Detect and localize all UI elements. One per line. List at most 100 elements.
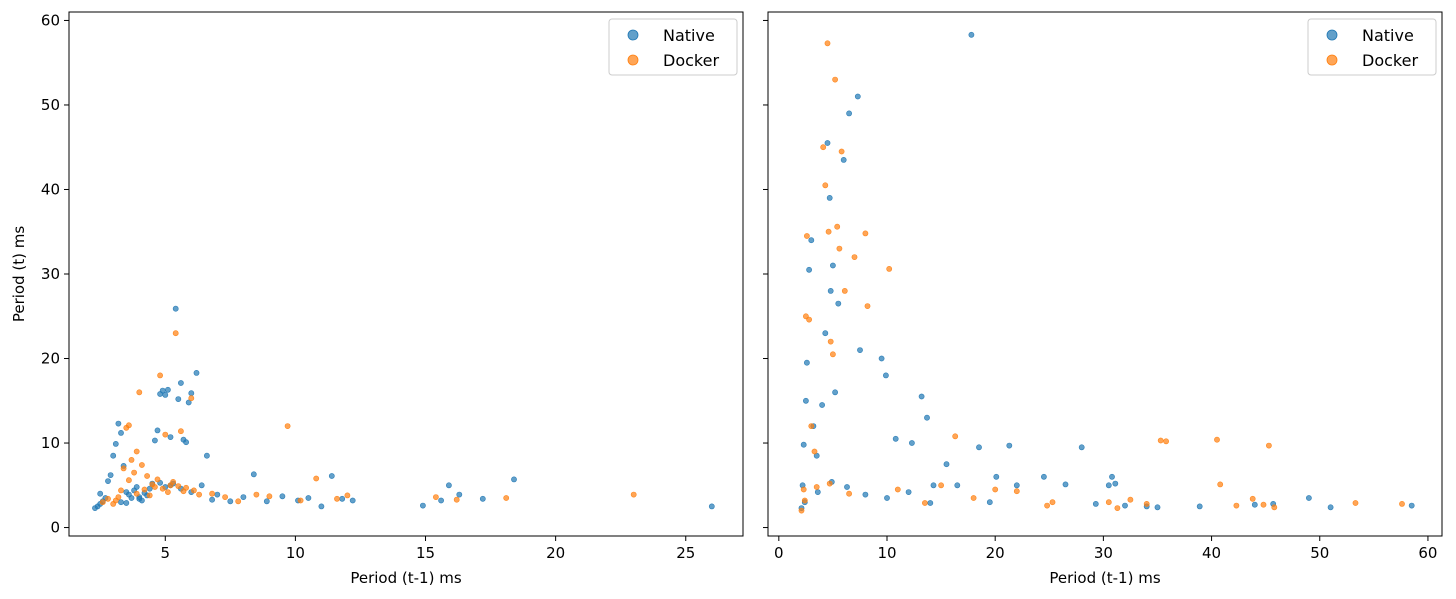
data-point — [203, 452, 210, 459]
data-point — [438, 497, 444, 504]
data-point — [1271, 504, 1278, 511]
data-point — [1062, 481, 1069, 488]
x-tick-label: 60 — [1418, 544, 1437, 562]
data-point — [954, 482, 961, 489]
subplot-2: 0 10 20 30 40 50 60 Period (t-1) ms Native Docker — [763, 11, 1443, 587]
data-point — [105, 478, 111, 484]
x-tick-label: 20 — [546, 544, 565, 562]
y-tick-label: 40 — [41, 180, 60, 198]
data-point — [344, 492, 351, 499]
legend: Native Docker — [608, 18, 738, 76]
data-point — [927, 500, 934, 506]
data-point — [822, 182, 829, 189]
data-point — [846, 110, 852, 117]
y-tick-label: 20 — [41, 350, 60, 368]
data-point — [133, 448, 140, 455]
data-point — [159, 485, 166, 492]
data-point — [432, 494, 439, 500]
data-point — [883, 372, 889, 379]
data-point — [154, 427, 161, 434]
data-point — [445, 482, 452, 489]
data-point — [209, 490, 215, 497]
data-point — [804, 359, 810, 366]
data-point — [305, 495, 312, 501]
data-point — [318, 503, 325, 510]
data-point — [835, 300, 842, 307]
data-point — [826, 194, 833, 201]
x-tick-label: 30 — [1094, 544, 1113, 562]
series-docker — [798, 40, 1405, 514]
data-point — [503, 495, 510, 501]
data-point — [263, 498, 270, 505]
data-point — [172, 330, 179, 337]
data-point — [905, 489, 912, 495]
data-point — [862, 491, 869, 498]
legend-label-native: Native — [1362, 26, 1414, 45]
data-point — [943, 461, 950, 468]
data-point — [708, 503, 715, 510]
points-layer — [92, 305, 715, 511]
data-point — [146, 492, 153, 499]
data-point — [250, 471, 257, 478]
data-point — [164, 386, 171, 393]
data-point — [133, 490, 140, 497]
data-point — [1006, 442, 1013, 449]
data-point — [1143, 500, 1150, 507]
data-point — [851, 254, 858, 260]
data-point — [808, 423, 815, 429]
data-point — [419, 502, 426, 509]
data-point — [841, 287, 848, 294]
data-point — [886, 265, 893, 272]
data-point — [157, 372, 163, 379]
data-point — [144, 473, 150, 479]
data-point — [832, 389, 838, 396]
x-tick-label: 10 — [286, 544, 305, 562]
data-point — [115, 420, 122, 427]
data-point — [188, 390, 195, 397]
data-point — [1078, 444, 1085, 451]
data-point — [164, 489, 171, 495]
data-point — [511, 476, 517, 483]
data-point — [1044, 502, 1050, 509]
data-point — [1251, 501, 1258, 508]
data-point — [99, 499, 106, 506]
data-point — [136, 389, 143, 396]
data-point — [800, 486, 807, 493]
x-axis-label: Period (t-1) ms — [1049, 569, 1160, 587]
data-point — [177, 380, 184, 386]
data-point — [154, 476, 161, 483]
y-axis-label: Period (t) ms — [10, 226, 28, 323]
data-point — [857, 347, 863, 353]
data-point — [1154, 504, 1161, 511]
legend-label-docker: Docker — [1362, 51, 1418, 70]
series-native — [798, 31, 1415, 511]
data-point — [112, 497, 119, 504]
data-point — [1105, 499, 1112, 506]
data-point — [131, 469, 137, 476]
data-point — [185, 399, 192, 406]
data-point — [1157, 437, 1164, 444]
x-tick-label: 40 — [1202, 544, 1221, 562]
data-point — [838, 148, 845, 155]
data-point — [844, 484, 850, 490]
data-point — [1092, 500, 1099, 507]
legend-marker-native — [1326, 29, 1338, 41]
data-point — [235, 498, 242, 505]
x-tick-label: 25 — [676, 544, 695, 562]
y-tick-label: 0 — [50, 519, 60, 537]
data-point — [118, 487, 124, 494]
y-tick-label: 50 — [41, 96, 60, 114]
data-point — [970, 495, 977, 501]
data-point — [170, 478, 176, 485]
data-point — [918, 393, 925, 400]
data-point — [209, 496, 215, 503]
data-point — [334, 495, 340, 502]
data-point — [930, 482, 937, 489]
data-point — [813, 484, 820, 490]
data-point — [820, 144, 827, 151]
data-point — [1217, 481, 1224, 488]
data-point — [479, 495, 486, 502]
data-point — [854, 93, 861, 100]
legend: Native Docker — [1307, 18, 1437, 76]
